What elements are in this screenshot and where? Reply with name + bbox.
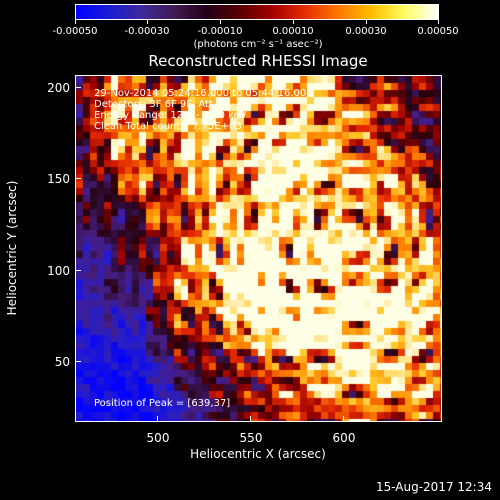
colorbar-tick-label: 0.00010 xyxy=(272,26,314,37)
y-axis-tick xyxy=(75,270,81,271)
y-axis-title: Heliocentric Y (arcsec) xyxy=(5,180,19,316)
x-axis-tick xyxy=(343,416,344,422)
colorbar-tick-label: -0.00050 xyxy=(52,26,98,37)
colorbar-tick xyxy=(220,20,221,24)
colorbar-tick xyxy=(147,20,148,24)
colorbar-tick-label: -0.00030 xyxy=(124,26,170,37)
x-tick-label: 500 xyxy=(146,431,170,445)
x-axis-title: Heliocentric X (arcsec) xyxy=(190,447,326,461)
y-axis-tick xyxy=(75,178,81,179)
plot-title: Reconstructed RHESSI Image xyxy=(148,52,368,70)
colorbar-tick xyxy=(75,20,76,24)
colorbar-tick-label: 0.00050 xyxy=(417,26,459,37)
info-time-range: 29-Nov-2014 05:24:16.000 to 05:44:16.000 xyxy=(94,88,313,99)
image-plot: 29-Nov-2014 05:24:16.000 to 05:44:16.000… xyxy=(75,75,442,422)
colorbar-tick xyxy=(293,20,294,24)
info-total-counts: Clean Total counts: 7.75E+03 xyxy=(94,121,242,132)
colorbar-tick xyxy=(438,20,439,24)
x-tick-label: 550 xyxy=(239,431,263,445)
colorbar-units: (photons cm⁻² s⁻¹ asec⁻²) xyxy=(193,39,323,50)
colorbar-tick-label: -0.00010 xyxy=(197,26,243,37)
info-detectors: Detectors: 3F 6F 9F, Att 0 xyxy=(94,99,223,110)
colorbar-tick-label: 0.00030 xyxy=(345,26,387,37)
colorbar xyxy=(75,4,439,20)
y-tick-label: 100 xyxy=(47,264,70,278)
y-tick-label: 150 xyxy=(47,172,70,186)
y-tick-label: 200 xyxy=(47,81,70,95)
timestamp: 15-Aug-2017 12:34 xyxy=(375,480,492,494)
x-axis-tick xyxy=(157,416,158,422)
peak-position: Position of Peak = [639,37] xyxy=(94,398,231,409)
colorbar-tick xyxy=(366,20,367,24)
y-axis-tick xyxy=(75,361,81,362)
info-energy-range: Energy Range: 12.0 - 25.0 keV xyxy=(94,110,247,121)
x-tick-label: 600 xyxy=(332,431,356,445)
y-axis-tick xyxy=(75,87,81,88)
y-tick-label: 50 xyxy=(54,355,70,369)
x-axis-tick xyxy=(250,416,251,422)
rhessi-image xyxy=(76,76,441,421)
